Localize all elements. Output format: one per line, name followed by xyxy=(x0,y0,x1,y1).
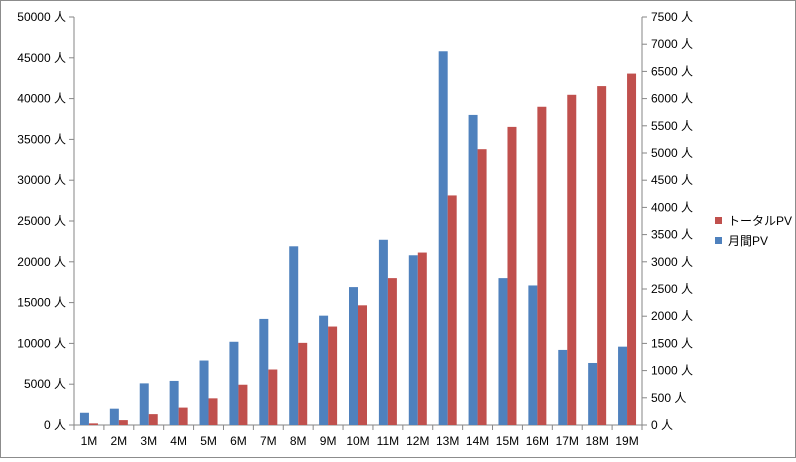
bar-monthly-pv-2M xyxy=(109,408,119,425)
right-tick-label: 3000 人 xyxy=(651,255,693,269)
x-tick-label: 6M xyxy=(230,434,247,448)
right-tick-label: 1500 人 xyxy=(651,336,693,350)
bar-total-pv-1M xyxy=(88,423,98,425)
bar-total-pv-10M xyxy=(358,305,367,425)
right-tick-label: 0 人 xyxy=(651,418,673,432)
bar-total-pv-9M xyxy=(328,326,338,425)
bar-total-pv-8M xyxy=(298,342,308,425)
bar-monthly-pv-16M xyxy=(528,285,538,425)
x-tick-label: 10M xyxy=(346,434,369,448)
left-tick-label: 30000 人 xyxy=(17,173,66,187)
right-tick-label: 5500 人 xyxy=(651,119,693,133)
right-tick-label: 6000 人 xyxy=(651,92,693,106)
bar-total-pv-18M xyxy=(597,86,607,425)
right-axis: 0 人 500 人 1000 人 1500 人 2000 人 2500 人 3000 人 35… xyxy=(642,10,693,432)
right-tick-label: 7000 人 xyxy=(651,37,693,51)
right-tick-label: 500 人 xyxy=(651,391,686,405)
bar-monthly-pv-1M xyxy=(79,412,89,425)
bar-monthly-pv-11M xyxy=(378,239,388,425)
bar-monthly-pv-18M xyxy=(588,362,598,425)
bar-monthly-pv-14M xyxy=(468,114,478,426)
bar-monthly-pv-15M xyxy=(498,278,508,425)
x-tick-label: 18M xyxy=(585,434,608,448)
bar-total-pv-5M xyxy=(208,398,218,425)
bar-total-pv-19M xyxy=(627,73,637,426)
bar-total-pv-15M xyxy=(507,126,517,425)
left-tick-label: 45000 人 xyxy=(17,51,66,65)
bar-total-pv-14M xyxy=(477,149,487,425)
bar-monthly-pv-17M xyxy=(558,349,568,425)
left-axis: 0 人 5000 人 10000 人 15000 人 20000 人 25000 人 300… xyxy=(17,10,74,432)
x-tick-label: 17M xyxy=(556,434,579,448)
bar-total-pv-16M xyxy=(537,106,547,425)
x-tick-label: 7M xyxy=(260,434,277,448)
x-tick-label: 8M xyxy=(290,434,307,448)
left-tick-label: 40000 人 xyxy=(17,92,66,106)
bar-monthly-pv-8M xyxy=(289,246,299,425)
bar-monthly-pv-19M xyxy=(618,346,628,425)
x-tick-label: 2M xyxy=(111,434,128,448)
x-tick-label: 16M xyxy=(526,434,549,448)
bar-total-pv-13M xyxy=(447,195,457,425)
legend-item-total-pv: トータルPV xyxy=(715,210,792,230)
left-tick-label: 0 人 xyxy=(44,418,66,432)
bar-total-pv-3M xyxy=(148,414,158,425)
left-tick-label: 25000 人 xyxy=(17,214,66,228)
left-tick-label: 35000 人 xyxy=(17,132,66,146)
right-tick-label: 2000 人 xyxy=(651,309,693,323)
bar-total-pv-7M xyxy=(268,369,278,425)
bar-monthly-pv-13M xyxy=(438,51,448,425)
bar-total-pv-17M xyxy=(567,94,577,426)
bar-total-pv-4M xyxy=(178,407,188,425)
right-tick-label: 7500 人 xyxy=(651,10,693,24)
right-tick-label: 6500 人 xyxy=(651,64,693,78)
x-tick-label: 9M xyxy=(320,434,337,448)
x-axis: 1M 2M 3M 4M 5M 6M 7M 8M 9M 10M 11M 12M 13M 14M 15M 16M 1… xyxy=(73,425,643,448)
legend-swatch-total-pv xyxy=(715,216,722,224)
bar-monthly-pv-4M xyxy=(169,380,179,425)
right-tick-label: 4000 人 xyxy=(651,200,693,214)
x-tick-label: 13M xyxy=(436,434,459,448)
right-tick-label: 5000 人 xyxy=(651,146,693,160)
x-tick-label: 1M xyxy=(81,434,98,448)
bar-monthly-pv-12M xyxy=(408,255,418,425)
bar-monthly-pv-6M xyxy=(229,341,239,425)
x-tick-label: 12M xyxy=(406,434,429,448)
x-tick-label: 3M xyxy=(140,434,157,448)
left-tick-label: 15000 人 xyxy=(17,296,66,310)
left-tick-label: 50000 人 xyxy=(17,10,66,24)
x-tick-label: 14M xyxy=(466,434,489,448)
bars xyxy=(79,51,637,426)
right-tick-label: 2500 人 xyxy=(651,282,693,296)
x-tick-label: 19M xyxy=(615,434,638,448)
legend-label-monthly-pv: 月間PV xyxy=(728,233,769,248)
bar-monthly-pv-10M xyxy=(349,287,358,425)
bar-monthly-pv-5M xyxy=(199,360,209,425)
left-tick-label: 5000 人 xyxy=(24,377,66,391)
x-tick-label: 11M xyxy=(377,434,399,448)
legend-item-monthly-pv: 月間PV xyxy=(715,230,792,250)
legend-label-total-pv: トータルPV xyxy=(728,213,793,228)
right-tick-label: 1000 人 xyxy=(651,364,693,378)
bar-total-pv-2M xyxy=(118,420,128,425)
right-tick-label: 3500 人 xyxy=(651,228,693,242)
x-tick-label: 5M xyxy=(200,434,217,448)
bar-total-pv-12M xyxy=(417,252,427,425)
bar-total-pv-11M xyxy=(387,278,397,425)
legend: トータルPV 月間PV xyxy=(715,210,792,250)
left-tick-label: 20000 人 xyxy=(17,255,66,269)
legend-swatch-monthly-pv xyxy=(715,236,722,244)
bar-monthly-pv-9M xyxy=(319,315,329,425)
right-tick-label: 4500 人 xyxy=(651,173,693,187)
bar-monthly-pv-3M xyxy=(139,383,149,425)
left-tick-label: 10000 人 xyxy=(17,336,66,350)
bar-monthly-pv-7M xyxy=(259,318,269,425)
x-tick-label: 15M xyxy=(496,434,519,448)
bar-total-pv-6M xyxy=(238,384,248,425)
x-tick-label: 4M xyxy=(170,434,187,448)
